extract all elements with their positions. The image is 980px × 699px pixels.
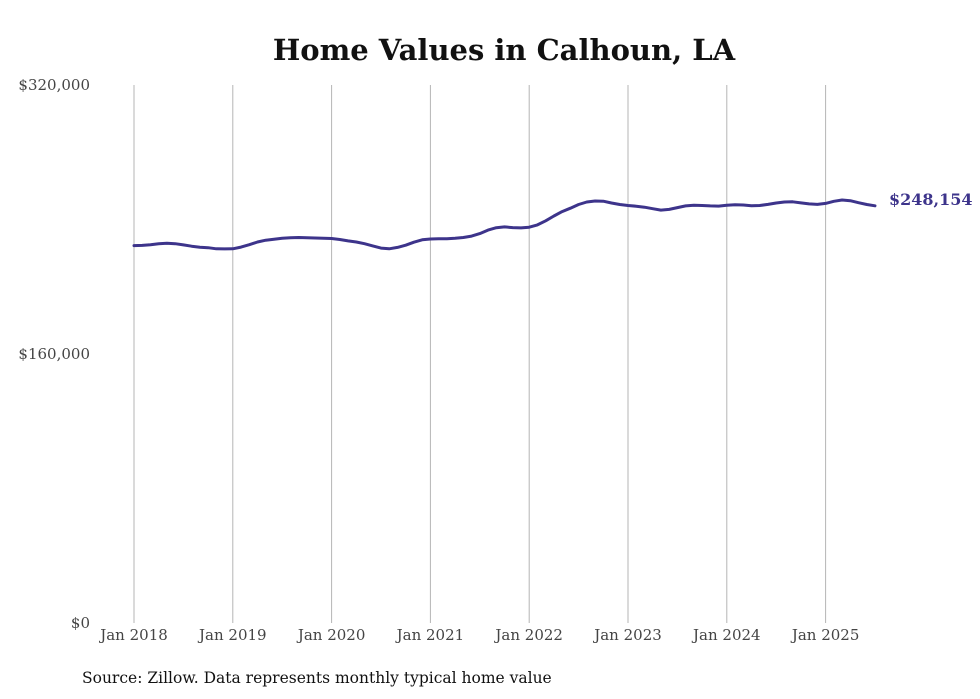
y-tick-label: $0 (71, 614, 90, 632)
gridlines (133, 85, 827, 623)
x-axis-tick-labels: Jan 2018 Jan 2019 Jan 2020 Jan 2021 Jan 2022… (98, 626, 859, 644)
x-tick-label: Jan 2019 (197, 626, 267, 644)
y-tick-label: $160,000 (18, 345, 90, 363)
y-tick-label: $320,000 (18, 76, 90, 94)
x-tick-label: Jan 2024 (691, 626, 761, 644)
y-axis-tick-labels: $0 $160,000 $320,000 (18, 76, 90, 632)
chart-title: Home Values in Calhoun, LA (273, 33, 736, 67)
x-tick-label: Jan 2025 (790, 626, 860, 644)
x-tick-label: Jan 2021 (395, 626, 465, 644)
x-tick-label: Jan 2018 (98, 626, 168, 644)
source-note: Source: Zillow. Data represents monthly … (82, 669, 552, 687)
latest-value-label: $248,154 (889, 190, 973, 209)
x-tick-label: Jan 2022 (493, 626, 563, 644)
x-tick-label: Jan 2020 (296, 626, 366, 644)
x-tick-label: Jan 2023 (592, 626, 662, 644)
home-value-line (132, 198, 877, 251)
